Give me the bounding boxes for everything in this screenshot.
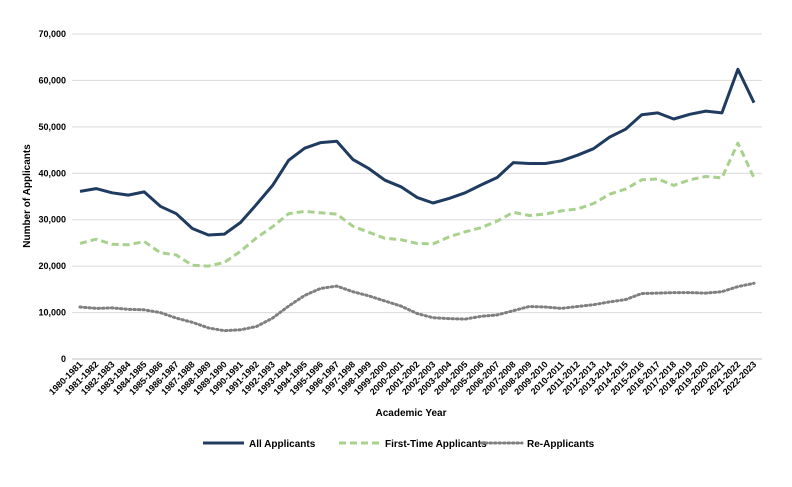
y-tick-label: 20,000: [38, 261, 66, 271]
series-line-re-applicants: [78, 281, 756, 333]
y-axis: 0 10,000 20,000 30,000 40,000 50,000 60,000 70,…: [38, 29, 66, 364]
y-tick-label: 0: [61, 354, 66, 364]
legend-label: Re-Applicants: [527, 439, 595, 450]
y-axis-title: Number of Applicants: [22, 144, 33, 248]
series-layer: [78, 67, 756, 333]
y-tick-label: 30,000: [38, 215, 66, 225]
y-tick-label: 40,000: [38, 168, 66, 178]
y-tick-label: 70,000: [38, 29, 66, 39]
grid-layer: [72, 33, 762, 314]
y-tick-label: 10,000: [38, 308, 66, 318]
legend: All Applicants First-Time Applicants Re-Ap…: [203, 439, 595, 450]
legend-label: First-Time Applicants: [385, 439, 487, 450]
series-line-first-time-applicants: [79, 141, 756, 268]
y-tick-label: 60,000: [38, 75, 66, 85]
y-tick-label: 50,000: [38, 122, 66, 132]
x-axis: 1980-19811981-19821982-19831983-19841984…: [47, 358, 762, 397]
series-line-all-applicants: [79, 67, 756, 237]
x-axis-title: Academic Year: [376, 408, 447, 419]
legend-label: All Applicants: [249, 439, 316, 450]
